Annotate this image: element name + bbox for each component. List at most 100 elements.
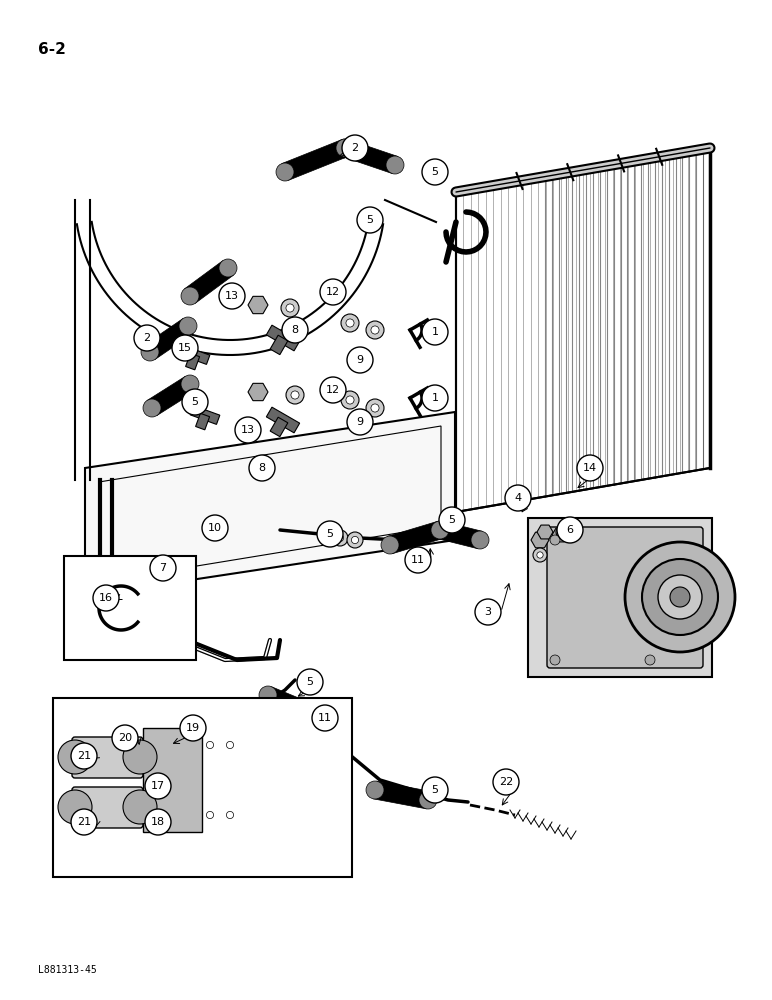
Text: 5: 5 <box>327 529 334 539</box>
Circle shape <box>134 325 160 351</box>
Polygon shape <box>531 532 549 548</box>
Polygon shape <box>552 528 568 542</box>
Circle shape <box>143 399 161 417</box>
Circle shape <box>371 326 379 334</box>
Circle shape <box>317 521 343 547</box>
Text: 8: 8 <box>259 463 266 473</box>
Circle shape <box>297 669 323 695</box>
Circle shape <box>312 705 338 731</box>
Circle shape <box>320 377 346 403</box>
Text: 5: 5 <box>367 215 374 225</box>
Circle shape <box>320 279 346 305</box>
Text: 2: 2 <box>351 143 358 153</box>
Text: 21: 21 <box>77 751 91 761</box>
Circle shape <box>249 455 275 481</box>
Text: 5: 5 <box>191 397 198 407</box>
Circle shape <box>145 773 171 799</box>
Circle shape <box>559 529 564 535</box>
Text: 18: 18 <box>151 817 165 827</box>
Text: 2: 2 <box>144 333 151 343</box>
Polygon shape <box>185 261 233 303</box>
Circle shape <box>206 811 214 819</box>
Circle shape <box>295 701 313 719</box>
Text: 11: 11 <box>318 713 332 723</box>
Polygon shape <box>537 525 553 539</box>
Circle shape <box>337 534 344 542</box>
Circle shape <box>366 781 384 799</box>
FancyBboxPatch shape <box>64 556 196 660</box>
Circle shape <box>670 587 690 607</box>
Polygon shape <box>190 406 220 424</box>
Circle shape <box>222 737 238 753</box>
Circle shape <box>533 548 547 562</box>
Circle shape <box>347 347 373 373</box>
Circle shape <box>422 777 448 803</box>
Polygon shape <box>214 832 232 848</box>
Circle shape <box>172 335 198 361</box>
Circle shape <box>182 389 208 415</box>
Circle shape <box>347 532 363 548</box>
Text: 7: 7 <box>160 563 167 573</box>
Circle shape <box>431 521 449 539</box>
Polygon shape <box>282 140 348 180</box>
Polygon shape <box>248 296 268 314</box>
Circle shape <box>642 559 718 635</box>
Circle shape <box>493 769 519 795</box>
Circle shape <box>123 740 157 774</box>
Circle shape <box>332 530 348 546</box>
Text: 1: 1 <box>432 393 438 403</box>
Circle shape <box>371 404 379 412</box>
Circle shape <box>281 299 299 317</box>
Circle shape <box>342 135 368 161</box>
FancyBboxPatch shape <box>72 737 143 778</box>
Circle shape <box>419 791 437 809</box>
Circle shape <box>145 809 171 835</box>
Text: 22: 22 <box>499 777 513 787</box>
Circle shape <box>347 409 373 435</box>
Circle shape <box>181 287 199 305</box>
Circle shape <box>658 575 702 619</box>
Text: 8: 8 <box>292 325 299 335</box>
Text: 6-2: 6-2 <box>38 42 66 57</box>
Circle shape <box>422 319 448 345</box>
Circle shape <box>58 740 92 774</box>
Text: 21: 21 <box>77 817 91 827</box>
Polygon shape <box>147 376 195 416</box>
Circle shape <box>405 547 431 573</box>
Circle shape <box>577 455 603 481</box>
FancyBboxPatch shape <box>143 728 202 832</box>
Text: 5: 5 <box>306 677 313 687</box>
Polygon shape <box>265 687 307 718</box>
Circle shape <box>537 552 543 558</box>
Circle shape <box>291 391 299 399</box>
Circle shape <box>206 741 214 749</box>
Circle shape <box>625 542 735 652</box>
Text: 17: 17 <box>151 781 165 791</box>
Polygon shape <box>266 325 300 351</box>
Circle shape <box>351 536 359 544</box>
Circle shape <box>235 417 261 443</box>
Circle shape <box>226 811 234 819</box>
Circle shape <box>202 737 218 753</box>
Circle shape <box>141 343 159 361</box>
Circle shape <box>475 599 501 625</box>
Circle shape <box>381 536 399 554</box>
FancyBboxPatch shape <box>547 527 703 668</box>
Text: 12: 12 <box>326 385 340 395</box>
Circle shape <box>336 139 354 157</box>
Circle shape <box>366 399 384 417</box>
Text: 5: 5 <box>432 167 438 177</box>
Circle shape <box>386 156 404 174</box>
Text: 6: 6 <box>567 525 574 535</box>
Polygon shape <box>185 353 200 370</box>
Circle shape <box>431 521 449 539</box>
Polygon shape <box>270 417 288 437</box>
FancyBboxPatch shape <box>72 787 143 828</box>
Circle shape <box>346 396 354 404</box>
Text: 14: 14 <box>583 463 597 473</box>
Text: L881313-45: L881313-45 <box>38 965 96 975</box>
Circle shape <box>93 585 119 611</box>
FancyBboxPatch shape <box>528 518 712 677</box>
Circle shape <box>336 139 354 157</box>
Polygon shape <box>145 319 193 359</box>
